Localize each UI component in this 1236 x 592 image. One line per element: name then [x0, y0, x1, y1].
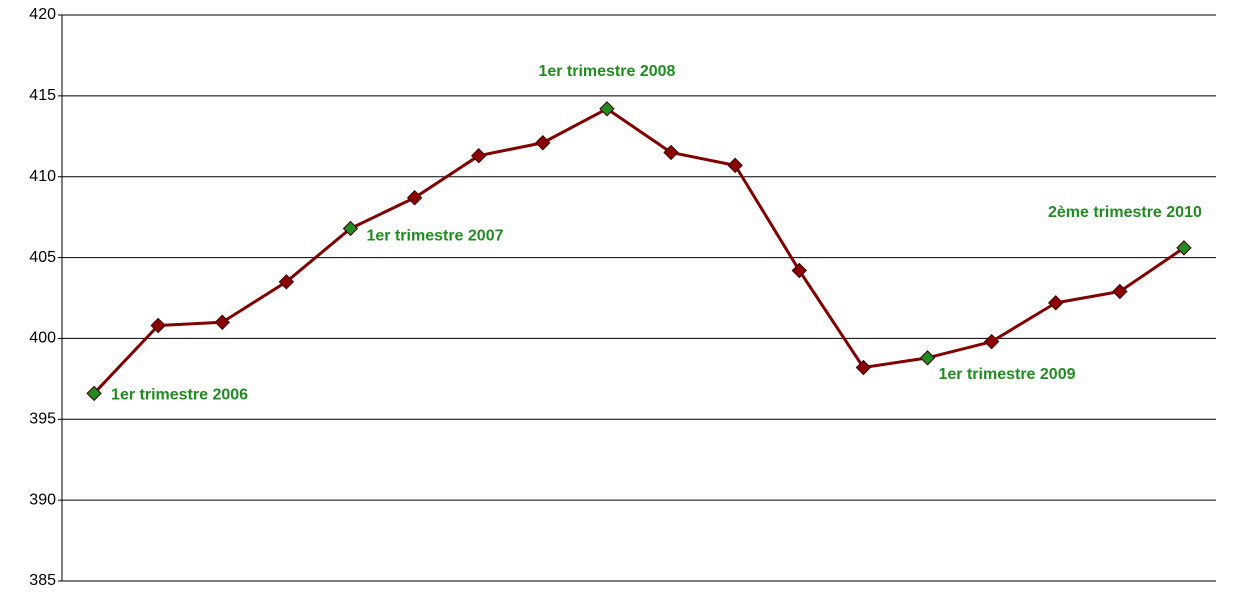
marker — [983, 333, 1000, 350]
y-tick-label: 385 — [29, 572, 56, 589]
marker — [599, 101, 615, 117]
marker — [791, 262, 807, 279]
y-tick-label: 410 — [29, 168, 56, 185]
line — [92, 107, 1185, 395]
marker — [342, 220, 359, 237]
marker — [471, 147, 487, 164]
marker — [150, 317, 166, 334]
y-tick-label: 390 — [29, 491, 56, 508]
annotation: 1er trimestre 2006 — [111, 387, 248, 404]
y-tick-label: 395 — [29, 411, 56, 428]
marker — [1048, 295, 1064, 311]
y-tick-label: 405 — [29, 249, 56, 266]
marker — [86, 385, 102, 402]
y-tick-label: 415 — [29, 87, 56, 104]
annotation: 1er trimestre 2007 — [367, 228, 504, 245]
marker — [727, 157, 743, 174]
annotation: 1er trimestre 2008 — [538, 63, 675, 80]
marker — [214, 314, 230, 330]
annotation: 2ème trimestre 2010 — [1048, 204, 1202, 221]
marker — [1112, 283, 1128, 300]
y-tick-label: 420 — [29, 6, 56, 23]
marker — [1176, 240, 1192, 256]
marker — [663, 144, 679, 161]
marker — [855, 359, 872, 376]
annotation: 1er trimestre 2009 — [939, 366, 1076, 383]
marker — [535, 135, 551, 151]
marker — [278, 274, 295, 290]
y-tick-label: 400 — [29, 330, 56, 347]
marker — [406, 190, 423, 206]
marker — [919, 350, 936, 366]
